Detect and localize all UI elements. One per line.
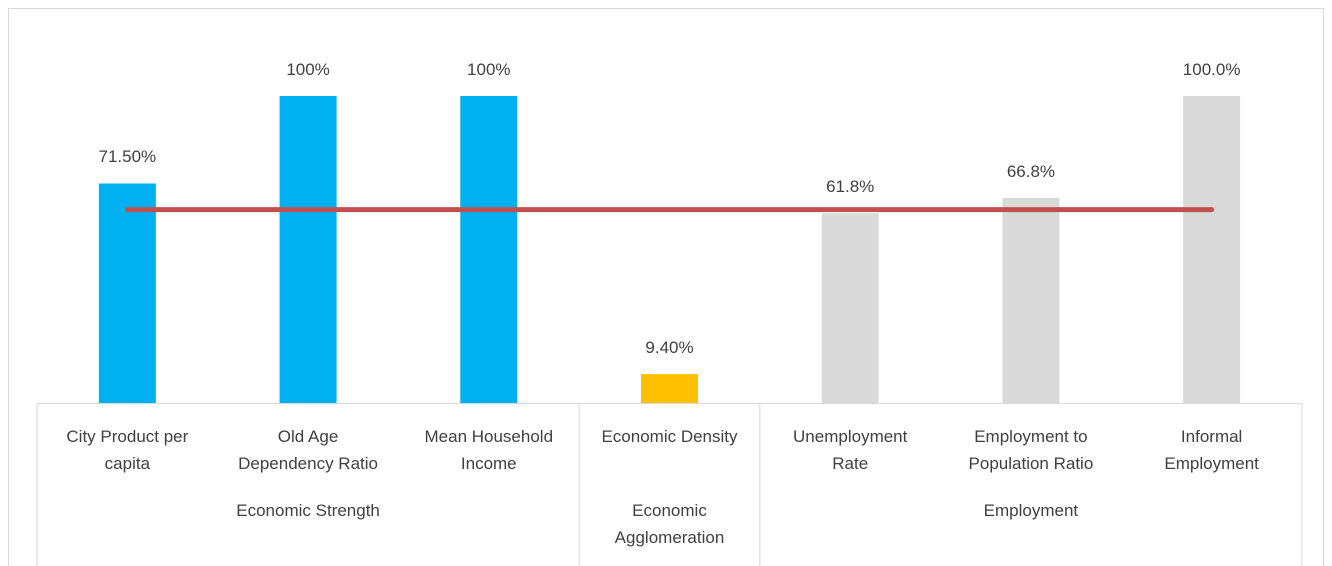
group-label: Economic Agglomeration	[614, 501, 725, 547]
value-label: 66.8%	[1006, 161, 1056, 181]
bar	[821, 213, 879, 403]
value-label: 100%	[467, 60, 511, 79]
value-label: 71.50%	[98, 147, 157, 167]
chart-border	[8, 8, 1324, 566]
bar	[641, 374, 698, 403]
bar	[98, 183, 156, 403]
group-label: Economic Strength	[236, 501, 380, 520]
group-label: Employment	[983, 501, 1079, 520]
bar	[279, 96, 337, 403]
x-tick-label: Informal Employment	[1164, 427, 1259, 473]
x-tick-label: Economic Density	[601, 427, 738, 446]
bar	[460, 96, 518, 403]
x-tick-label: Employment to Population Ratio	[968, 427, 1094, 473]
x-tick-label: City Product per capita	[66, 427, 189, 473]
value-label: 100.0%	[1182, 60, 1241, 79]
x-tick-label: Unemployment Rate	[793, 427, 908, 473]
bar	[1183, 96, 1241, 403]
x-tick-label: Old Age Dependency Ratio	[238, 427, 378, 473]
bar	[1002, 197, 1060, 403]
value-label: 61.8%	[826, 177, 875, 197]
x-tick-label: Mean Household Income	[424, 427, 554, 473]
value-label: 9.40%	[645, 338, 694, 358]
value-label: 100%	[286, 60, 330, 79]
